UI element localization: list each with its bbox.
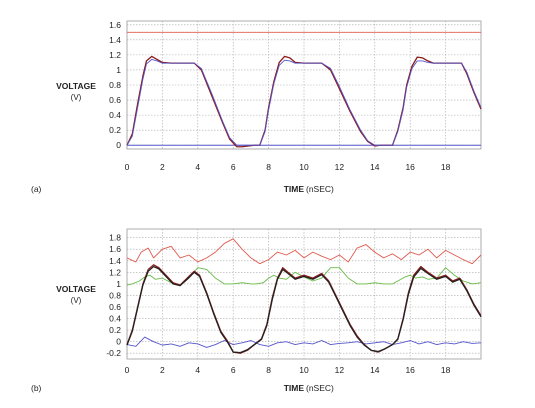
x-tick-label: 16: [405, 162, 415, 172]
y-tick-label: 1.4: [109, 35, 121, 45]
y-tick-label: 0.8: [109, 80, 121, 90]
y-tick-label: 0.4: [109, 110, 121, 120]
series-line-0: [126, 238, 482, 265]
y-tick-label: 1.2: [109, 267, 121, 277]
x-axis-unit-b: (nSEC): [306, 383, 334, 393]
x-tick-label: 14: [370, 162, 380, 172]
y-tick-label: 0.2: [109, 125, 121, 135]
y-tick-label: 0.6: [109, 302, 121, 312]
series-line-4: [126, 265, 482, 354]
y-tick-label: 0: [116, 140, 121, 150]
y-tick-label: 1.4: [109, 256, 121, 266]
x-tick-label: 2: [160, 365, 165, 375]
y-tick-label: 1.2: [109, 50, 121, 60]
y-tick-label: 1.8: [109, 233, 121, 243]
x-tick-label: 6: [231, 365, 236, 375]
x-tick-label: 6: [231, 162, 236, 172]
y-axis-unit-a: (V): [71, 93, 82, 102]
x-tick-label: 8: [266, 365, 271, 375]
x-tick-label: 4: [195, 162, 200, 172]
series-line-2: [126, 336, 482, 348]
x-tick-label: 16: [405, 365, 415, 375]
x-axis-label-b: TIME: [284, 383, 305, 393]
x-tick-label: 18: [441, 162, 451, 172]
x-tick-label: 18: [441, 365, 451, 375]
y-tick-label: 0.4: [109, 314, 121, 324]
x-tick-label: 10: [299, 365, 309, 375]
x-tick-label: 0: [125, 162, 130, 172]
y-ticks-b: -0.20 0.20.4 0.6 0.81 1.21.4 1.61.8: [106, 233, 121, 359]
x-tick-label: 8: [266, 162, 271, 172]
y-tick-label: 1.6: [109, 244, 121, 254]
x-axis-label-a: TIME: [284, 184, 305, 194]
x-tick-label: 2: [160, 162, 165, 172]
grid-a: [126, 21, 482, 149]
series-group-a: [126, 31, 482, 148]
series-line-3: [126, 58, 482, 146]
y-axis-label-a: VOLTAGE: [56, 81, 96, 91]
x-tick-label: 14: [370, 365, 380, 375]
y-tick-label: 0.8: [109, 290, 121, 300]
panel-label-b: (b): [31, 383, 42, 393]
y-tick-label: 0: [116, 337, 121, 347]
x-tick-label: 4: [195, 365, 200, 375]
y-ticks-a: 0 0.2 0.4 0.6 0.8 1 1.2 1.4 1.6: [109, 20, 121, 150]
y-tick-label: 0.6: [109, 95, 121, 105]
chart-panel-a: 00.20.40.60.811.21.41.6 0 2 4 6 8 10 12 14 16 18 …: [31, 20, 482, 194]
panel-label-a: (a): [31, 184, 42, 194]
x-ticks-a: 0 2 4 6 8 10 12 14 16 18: [125, 162, 451, 172]
y-tick-label: 0.2: [109, 325, 121, 335]
y-tick-label: 1.6: [109, 20, 121, 30]
y-tick-label: 1: [116, 279, 121, 289]
x-tick-label: 0: [125, 365, 130, 375]
y-tick-label: -0.2: [106, 348, 121, 358]
y-axis-label-b: VOLTAGE: [56, 284, 96, 294]
x-tick-label: 10: [299, 162, 309, 172]
y-axis-unit-b: (V): [71, 296, 82, 305]
x-tick-label: 12: [335, 162, 345, 172]
x-ticks-b: 0 2 4 6 8 10 12 14 16 18: [125, 365, 451, 375]
chart-panel-b: -0.200.20.40.60.811.21.41.61.8 0 2 4 6 8 10 12…: [31, 228, 482, 393]
y-tick-label: 1: [116, 65, 121, 75]
series-line-3: [126, 264, 482, 354]
series-group-b: [126, 238, 482, 354]
x-tick-label: 12: [335, 365, 345, 375]
grid-b: [126, 229, 482, 359]
x-axis-unit-a: (nSEC): [306, 184, 334, 194]
